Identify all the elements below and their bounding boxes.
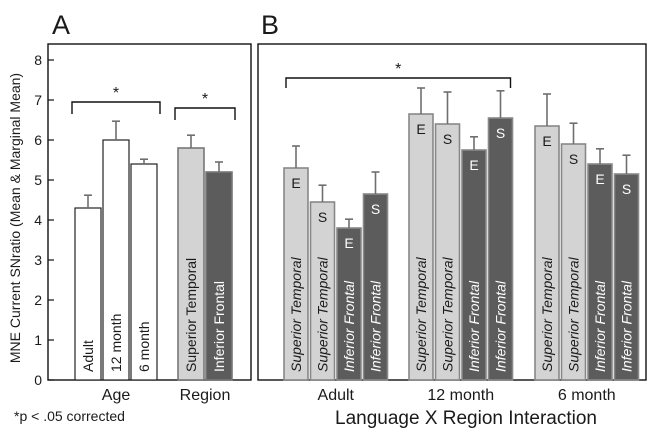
y-tick-label: 2 [34, 292, 42, 308]
significance-marker: * [395, 61, 401, 78]
bar [177, 147, 205, 381]
bar-code-label: E [595, 171, 604, 187]
bars-layer [71, 77, 640, 381]
bar-code-label: E [416, 121, 425, 137]
y-tick-label: 3 [34, 252, 42, 268]
group-label: 6 month [558, 387, 616, 404]
bar-label: Superior Temporal [440, 256, 456, 372]
significance-bracket [174, 107, 236, 120]
bar [461, 149, 487, 381]
bar-label: Superior Temporal [566, 256, 582, 372]
bar-label: Inferior Frontal [211, 281, 227, 372]
bar-code-label: E [469, 157, 478, 173]
bar-label: Inferior Frontal [466, 280, 482, 372]
group-label: Age [102, 387, 131, 404]
bar-label: Inferior Frontal [619, 280, 635, 372]
bar-label: Superior Temporal [315, 256, 331, 372]
group-label: Adult [318, 387, 355, 404]
bar-label: Superior Temporal [183, 258, 199, 372]
bar-code-label: S [496, 125, 505, 141]
group-label: 12 month [427, 387, 494, 404]
bar-label: Superior Temporal [413, 256, 429, 372]
bar [434, 123, 461, 381]
group-label: Region [180, 387, 231, 404]
bar-label: 12 month [108, 314, 124, 372]
significance-bracket [285, 77, 512, 88]
bar-code-label: S [371, 201, 380, 217]
bar-label: Inferior Frontal [368, 280, 384, 372]
bar [560, 143, 587, 381]
bar [130, 163, 158, 381]
panel-a-letter: A [52, 10, 70, 40]
bar-label: Inferior Frontal [341, 280, 357, 372]
y-tick-label: 4 [34, 212, 42, 228]
bar-label: Adult [80, 340, 96, 372]
y-tick-label: 1 [34, 332, 42, 348]
y-tick-label: 5 [34, 172, 42, 188]
bar-label: Superior Temporal [539, 256, 555, 372]
significance-marker: * [202, 91, 208, 108]
bar-code-label: E [291, 175, 300, 191]
bar-code-label: S [443, 131, 452, 147]
y-axis-label: MNE Current SNratio (Mean & Marginal Mea… [7, 73, 23, 363]
bar-label: Superior Temporal [288, 256, 304, 372]
bar [534, 125, 560, 381]
panel-b-letter: B [261, 10, 279, 40]
y-tick-label: 7 [34, 92, 42, 108]
y-tick-label: 6 [34, 132, 42, 148]
bar [283, 167, 309, 381]
significance-marker: * [113, 85, 119, 102]
bar-code-label: S [569, 151, 578, 167]
bar [74, 207, 102, 381]
bar [613, 173, 640, 381]
bar-code-label: S [318, 209, 327, 225]
significance-bracket [71, 101, 161, 114]
bar-code-label: E [344, 235, 353, 251]
bar [336, 227, 362, 381]
bar-label: Inferior Frontal [592, 280, 608, 372]
footnote: *p < .05 corrected [14, 408, 125, 424]
bar-code-label: E [542, 133, 551, 149]
bar-code-label: S [622, 181, 631, 197]
bar-label: 6 month [136, 321, 152, 372]
y-tick-label: 8 [34, 52, 42, 68]
panel-b-x-axis-label: Language X Region Interaction [335, 408, 597, 429]
bar [587, 163, 613, 381]
y-tick-label: 0 [34, 372, 42, 388]
text-layer: A B MNE Current SNratio (Mean & Marginal… [7, 10, 635, 429]
bar-label: Inferior Frontal [493, 280, 509, 372]
